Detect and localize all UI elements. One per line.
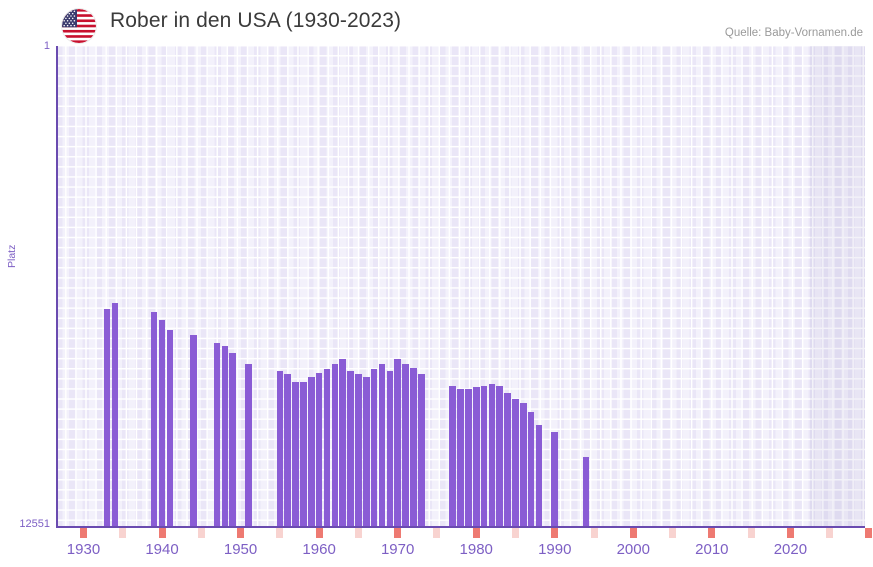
x-tick-minor [590, 528, 598, 538]
y-axis-line [56, 46, 58, 527]
bar[interactable] [449, 385, 456, 527]
bar[interactable] [166, 329, 174, 527]
us-flag-icon [62, 9, 96, 43]
bar[interactable] [465, 388, 472, 527]
chart-title: Rober in den USA (1930-2023) [110, 9, 402, 32]
forecast-shaded-region [810, 46, 865, 527]
bar[interactable] [527, 412, 535, 527]
bar[interactable] [221, 346, 229, 527]
x-tick-label: 1930 [66, 541, 101, 558]
bar[interactable] [213, 343, 221, 527]
x-tick-major [629, 528, 637, 538]
x-tick-label: 1970 [380, 541, 415, 558]
bar[interactable] [386, 370, 394, 527]
bar[interactable] [394, 359, 401, 527]
x-axis-line [56, 526, 865, 528]
bar[interactable] [370, 369, 378, 527]
x-tick-major [79, 528, 87, 538]
x-tick-minor [354, 528, 362, 538]
bar[interactable] [362, 377, 370, 527]
x-tick-label: 2000 [616, 541, 650, 558]
bar[interactable] [315, 372, 323, 527]
bar[interactable] [276, 370, 284, 527]
x-tick-major [551, 528, 559, 538]
bar[interactable] [472, 387, 480, 527]
bar[interactable] [111, 303, 119, 527]
y-axis-label-bottom: 12551 [19, 518, 50, 530]
x-tick-label: 1990 [538, 541, 572, 558]
bar[interactable] [284, 374, 291, 527]
x-tick-label: 2010 [695, 541, 729, 558]
x-tick-major [158, 528, 166, 538]
x-tick-minor [826, 528, 834, 538]
bar[interactable] [331, 364, 339, 527]
x-tick-label: 1940 [145, 541, 179, 558]
y-axis-label-top: 1 [43, 40, 50, 52]
bar[interactable] [307, 377, 315, 527]
x-tick-major [865, 528, 873, 538]
bar[interactable] [150, 311, 158, 527]
bar[interactable] [504, 393, 511, 527]
plot-area [56, 46, 865, 527]
bar[interactable] [347, 370, 354, 527]
bar[interactable] [457, 388, 464, 527]
bar[interactable] [402, 364, 409, 527]
bar[interactable] [245, 364, 252, 527]
x-tick-major [315, 528, 323, 538]
x-tick-minor [119, 528, 127, 538]
bar[interactable] [551, 432, 559, 527]
bar[interactable] [417, 374, 425, 527]
x-tick-label: 1950 [223, 541, 258, 558]
x-tick-minor [433, 528, 441, 538]
x-tick-major [708, 528, 716, 538]
bar[interactable] [512, 399, 519, 527]
bar[interactable] [158, 320, 166, 527]
bar[interactable] [520, 403, 527, 527]
bar[interactable] [496, 385, 504, 527]
bar[interactable] [378, 364, 386, 527]
x-tick-major [394, 528, 402, 538]
y-axis-title: Platz [6, 244, 18, 268]
bar[interactable] [190, 335, 197, 527]
x-tick-major [786, 528, 794, 538]
x-tick-label: 1960 [302, 541, 336, 558]
x-tick-minor [747, 528, 755, 538]
bar[interactable] [480, 385, 488, 527]
x-tick-major [472, 528, 480, 538]
bar[interactable] [300, 381, 307, 527]
x-tick-minor [669, 528, 677, 538]
bar[interactable] [323, 369, 331, 527]
bar[interactable] [355, 374, 362, 527]
x-tick-minor [511, 528, 519, 538]
bar[interactable] [292, 381, 299, 527]
bar[interactable] [410, 367, 417, 527]
chart-source-label: Quelle: Baby-Vornamen.de [724, 27, 863, 39]
x-tick-minor [197, 528, 205, 538]
bar[interactable] [488, 384, 496, 527]
bar[interactable] [535, 425, 543, 527]
bar[interactable] [103, 308, 111, 527]
bar[interactable] [229, 353, 237, 527]
bar[interactable] [339, 359, 346, 527]
x-tick-major [237, 528, 245, 538]
bar[interactable] [582, 456, 590, 527]
chart-header: Rober in den USA (1930-2023) Quelle: Bab… [0, 0, 873, 46]
x-tick-minor [276, 528, 284, 538]
x-tick-label: 1980 [459, 541, 493, 558]
x-tick-label: 2020 [773, 541, 808, 558]
